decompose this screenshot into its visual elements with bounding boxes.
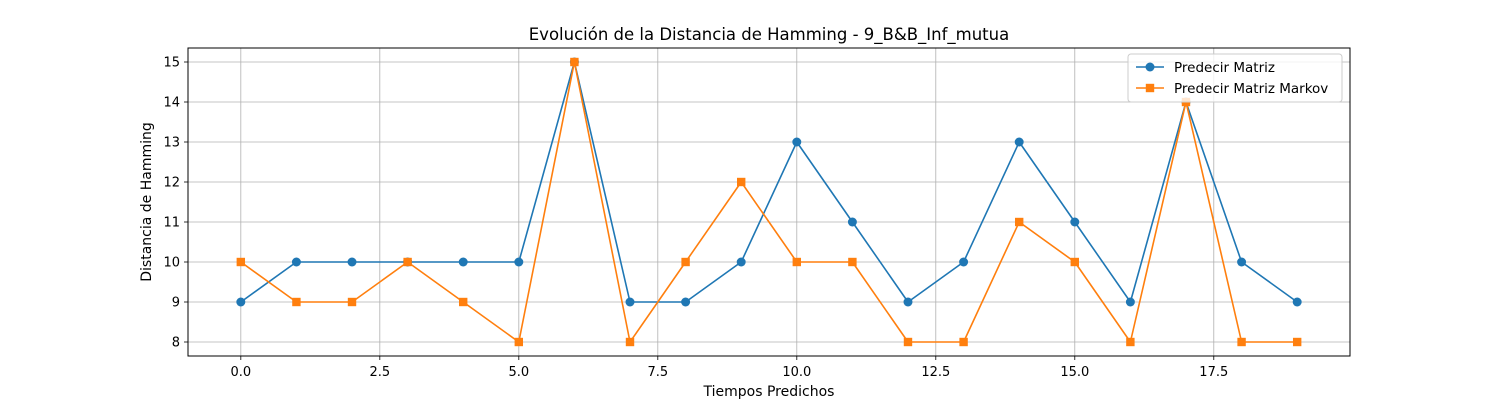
legend-label: Predecir Matriz bbox=[1174, 60, 1275, 76]
y-tick-label: 10 bbox=[163, 256, 180, 271]
legend-entry: Predecir Matriz Markov bbox=[1136, 81, 1328, 97]
x-tick-label: 7.5 bbox=[647, 365, 668, 380]
data-point bbox=[681, 297, 691, 307]
data-point bbox=[1070, 257, 1079, 267]
data-point bbox=[347, 297, 357, 307]
y-tick-label: 13 bbox=[163, 136, 180, 151]
plot-frame bbox=[187, 47, 1351, 357]
axis-ticks: 0.0 2.5 5.0 7.5 10.0 12.5 15.0 17.5 8 9 10 11 12 13 14… bbox=[163, 56, 1228, 381]
series-line bbox=[240, 61, 1298, 343]
data-point bbox=[292, 297, 301, 307]
data-point bbox=[959, 337, 968, 347]
data-point bbox=[903, 337, 913, 347]
x-tick-label: 0.0 bbox=[230, 365, 251, 380]
data-point bbox=[959, 257, 969, 267]
data-point bbox=[847, 217, 857, 227]
data-point bbox=[458, 257, 468, 267]
data-point bbox=[347, 257, 357, 267]
data-point bbox=[1014, 137, 1024, 147]
data-point bbox=[570, 57, 579, 67]
series-line bbox=[240, 61, 1298, 303]
data-point bbox=[1070, 217, 1080, 227]
data-point bbox=[291, 257, 301, 267]
series-1 bbox=[236, 57, 1302, 307]
y-tick-label: 15 bbox=[163, 56, 180, 71]
data-point bbox=[1125, 297, 1135, 307]
data-point bbox=[625, 337, 635, 347]
data-point bbox=[403, 257, 412, 267]
data-point bbox=[903, 297, 913, 307]
data-point bbox=[625, 297, 635, 307]
x-tick-label: 12.5 bbox=[921, 365, 950, 380]
x-tick-label: 10.0 bbox=[782, 365, 811, 380]
data-point bbox=[236, 297, 246, 307]
legend-entry: Predecir Matriz bbox=[1136, 60, 1275, 76]
legend-marker bbox=[1145, 62, 1155, 72]
data-point bbox=[792, 257, 801, 267]
y-tick-label: 9 bbox=[172, 296, 180, 311]
y-axis-label: Distancia de Hamming bbox=[139, 122, 155, 282]
data-point bbox=[236, 257, 246, 267]
x-tick-label: 17.5 bbox=[1199, 365, 1228, 380]
grid bbox=[188, 48, 1350, 356]
data-point bbox=[1237, 257, 1247, 267]
data-point bbox=[737, 177, 746, 187]
data-point bbox=[792, 137, 802, 147]
legend-box bbox=[1127, 53, 1343, 103]
data-point bbox=[1292, 337, 1302, 347]
x-axis-label: Tiempos Predichos bbox=[703, 384, 835, 400]
legend-marker bbox=[1145, 83, 1155, 93]
data-point bbox=[514, 257, 524, 267]
x-tick-label: 15.0 bbox=[1060, 365, 1089, 380]
x-tick-label: 2.5 bbox=[369, 365, 390, 380]
legend: Predecir Matriz Predecir Matriz Markov bbox=[1127, 53, 1343, 103]
x-tick-label: 5.0 bbox=[508, 365, 529, 380]
data-point bbox=[1014, 217, 1024, 227]
legend-label: Predecir Matriz Markov bbox=[1174, 81, 1328, 97]
y-tick-label: 11 bbox=[163, 216, 180, 231]
y-tick-label: 12 bbox=[163, 176, 180, 191]
data-point bbox=[1237, 337, 1246, 347]
data-point bbox=[736, 257, 746, 267]
data-point bbox=[1126, 337, 1135, 347]
data-point bbox=[848, 257, 857, 267]
data-point bbox=[514, 337, 524, 347]
data-point bbox=[1292, 297, 1302, 307]
data-point bbox=[681, 257, 690, 267]
y-tick-label: 14 bbox=[163, 96, 180, 111]
data-point bbox=[459, 297, 468, 307]
chart-title: Evolución de la Distancia de Hamming - 9… bbox=[529, 25, 1009, 45]
y-tick-label: 8 bbox=[172, 336, 180, 351]
